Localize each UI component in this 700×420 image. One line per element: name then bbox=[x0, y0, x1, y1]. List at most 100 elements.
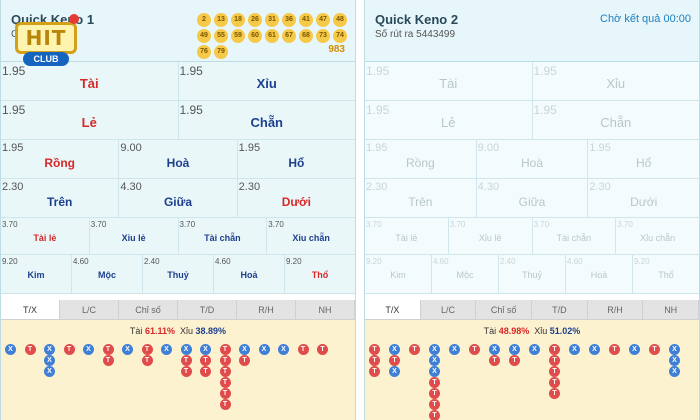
bet-option[interactable]: 2.30 Dưới bbox=[238, 179, 355, 217]
tai-marker: T bbox=[369, 355, 380, 366]
bet-option[interactable]: 1.95 Hổ bbox=[588, 140, 699, 178]
bet-option[interactable]: 1.95 Tài bbox=[1, 62, 179, 100]
bet-option[interactable]: 4.60 Mộc bbox=[432, 255, 499, 293]
bet-option[interactable]: 3.70 Tài lẻ bbox=[365, 218, 449, 254]
bet-option[interactable]: 3.70 Tài chẵn bbox=[533, 218, 617, 254]
bet-odds: 3.70 bbox=[366, 220, 382, 229]
bet-row: 1.95 Rồng 9.00 Hoà 1.95 Hổ bbox=[365, 140, 699, 179]
bet-label: Giữa bbox=[163, 195, 192, 209]
bet-option[interactable]: 2.30 Trên bbox=[365, 179, 477, 217]
result-ball: 31 bbox=[265, 13, 279, 27]
bet-option[interactable]: 1.95 Xỉu bbox=[533, 62, 700, 100]
bet-option[interactable]: 4.60 Mộc bbox=[72, 255, 143, 293]
bet-option[interactable]: 1.95 Chẵn bbox=[179, 101, 356, 139]
tab-tx[interactable]: T/X bbox=[1, 300, 60, 319]
tab-chs[interactable]: Chỉ số bbox=[119, 300, 178, 319]
bet-option[interactable]: 2.40 Thuỷ bbox=[143, 255, 214, 293]
bet-odds: 3.70 bbox=[533, 220, 550, 229]
tai-label: Tài bbox=[129, 326, 143, 336]
panel-2-title: Quick Keno 2 bbox=[375, 12, 459, 27]
bet-label: Xỉu lẻ bbox=[478, 233, 502, 243]
tab-td[interactable]: T/D bbox=[178, 300, 237, 319]
bet-label: Rồng bbox=[44, 156, 75, 170]
panel-2-subtitle: Số rút ra 5443499 bbox=[375, 29, 456, 40]
tab-td[interactable]: T/D bbox=[532, 300, 588, 319]
bet-odds: 4.30 bbox=[120, 181, 142, 193]
tai-marker: T bbox=[297, 344, 309, 355]
tab-lc[interactable]: L/C bbox=[60, 300, 119, 319]
bet-odds: 4.30 bbox=[477, 181, 500, 193]
hitclub-logo: HIT CLUB bbox=[15, 14, 79, 72]
bet-label: Chẵn bbox=[250, 115, 284, 130]
xiu-marker: X bbox=[489, 344, 500, 355]
panel-2-tabs: T/X L/C Chỉ số T/D R/H NH bbox=[365, 300, 700, 320]
bet-label: Hổ bbox=[288, 156, 305, 170]
tai-marker: T bbox=[469, 344, 480, 355]
xiu-marker: X bbox=[569, 344, 580, 355]
bet-option[interactable]: 9.00 Hoà bbox=[477, 140, 589, 178]
bet-option[interactable]: 3.70 Xỉu chẵn bbox=[616, 218, 699, 254]
keno-panel-2: Quick Keno 2 Số rút ra 5443499 Chờ kết q… bbox=[364, 0, 700, 420]
bet-option[interactable]: 9.20 Kim bbox=[365, 255, 432, 293]
bet-label: Hổ bbox=[636, 156, 652, 170]
bet-option[interactable]: 2.40 Thuỷ bbox=[499, 255, 566, 293]
tai-marker: T bbox=[429, 399, 440, 410]
bet-option[interactable]: 1.95 Hổ bbox=[238, 140, 355, 178]
bet-option[interactable]: 3.70 Tài chẵn bbox=[179, 218, 268, 254]
tab-tx[interactable]: T/X bbox=[365, 300, 421, 319]
bet-option[interactable]: 9.00 Hoà bbox=[119, 140, 238, 178]
bet-label: Trên bbox=[46, 195, 73, 209]
bet-label: Xỉu lẻ bbox=[121, 233, 146, 243]
bet-option[interactable]: 1.95 Lẻ bbox=[1, 101, 179, 139]
tai-marker: T bbox=[317, 344, 328, 355]
bet-option[interactable]: 4.60 Hoả bbox=[566, 255, 633, 293]
bet-option[interactable]: 3.70 Xỉu lẻ bbox=[449, 218, 533, 254]
bet-option[interactable]: 3.70 Tài lẻ bbox=[1, 218, 90, 254]
bet-option[interactable]: 9.20 Thổ bbox=[633, 255, 699, 293]
bet-option[interactable]: 1.95 Rồng bbox=[1, 140, 120, 178]
xiu-marker: X bbox=[44, 344, 55, 355]
xiu-marker: X bbox=[239, 344, 250, 355]
tab-nh[interactable]: NH bbox=[643, 300, 700, 319]
xiu-marker: X bbox=[161, 344, 172, 355]
bet-label: Lẻ bbox=[441, 115, 456, 130]
bet-odds: 1.95 bbox=[533, 64, 557, 78]
bet-option[interactable]: 3.70 Xỉu lẻ bbox=[90, 218, 179, 254]
tai-marker: T bbox=[219, 399, 231, 410]
bet-label: Xỉu chẵn bbox=[640, 233, 676, 243]
bet-option[interactable]: 2.30 Trên bbox=[1, 179, 120, 217]
tab-lc[interactable]: L/C bbox=[421, 300, 477, 319]
bet-odds: 9.00 bbox=[120, 142, 142, 154]
bet-odds: 1.95 bbox=[533, 103, 557, 117]
xiu-marker: X bbox=[5, 344, 16, 355]
tai-marker: T bbox=[549, 377, 560, 388]
bet-option[interactable]: 3.70 Xỉu chẵn bbox=[267, 218, 355, 254]
result-ball: 13 bbox=[214, 13, 228, 27]
bet-option[interactable]: 1.95 Xỉu bbox=[179, 62, 356, 100]
bet-option[interactable]: 2.30 Dưới bbox=[588, 179, 699, 217]
bet-option[interactable]: 1.95 Tài bbox=[365, 62, 533, 100]
tab-rh[interactable]: R/H bbox=[237, 300, 296, 319]
bet-option[interactable]: 1.95 Lẻ bbox=[365, 101, 533, 139]
bet-odds: 4.60 bbox=[215, 257, 231, 266]
tab-rh[interactable]: R/H bbox=[588, 300, 644, 319]
bet-option[interactable]: 9.20 Kim bbox=[1, 255, 72, 293]
panel-2-bet-grid: 1.95 Tài 1.95 Xỉu 1.95 Lẻ 1.95 Chẵn 1.95 Rồng 9.00… bbox=[365, 62, 699, 294]
bet-label: Xỉu bbox=[606, 76, 626, 91]
bet-option[interactable]: 4.60 Hoả bbox=[214, 255, 285, 293]
tai-marker: T bbox=[509, 355, 520, 366]
panel-2-status: Chờ kết quả 00:00 bbox=[600, 13, 691, 25]
tab-chs[interactable]: Chỉ số bbox=[476, 300, 533, 319]
bet-option[interactable]: 1.95 Chẵn bbox=[533, 101, 700, 139]
bet-option[interactable]: 4.30 Giữa bbox=[119, 179, 238, 217]
tab-nh[interactable]: NH bbox=[296, 300, 355, 319]
bet-option[interactable]: 4.30 Giữa bbox=[477, 179, 589, 217]
xiu-marker: X bbox=[629, 344, 640, 355]
bet-option[interactable]: 1.95 Rồng bbox=[365, 140, 477, 178]
bet-odds: 9.20 bbox=[2, 257, 18, 266]
result-balls: 2 13 18 26 31 36 41 47 48 49 55 59 60 61 67 68 73 74 76 79 bbox=[197, 13, 349, 59]
bet-option[interactable]: 9.20 Thổ bbox=[285, 255, 355, 293]
bet-label: Xỉu bbox=[256, 76, 277, 91]
bet-label: Thuỷ bbox=[521, 270, 542, 280]
bet-odds: 1.95 bbox=[589, 142, 611, 154]
